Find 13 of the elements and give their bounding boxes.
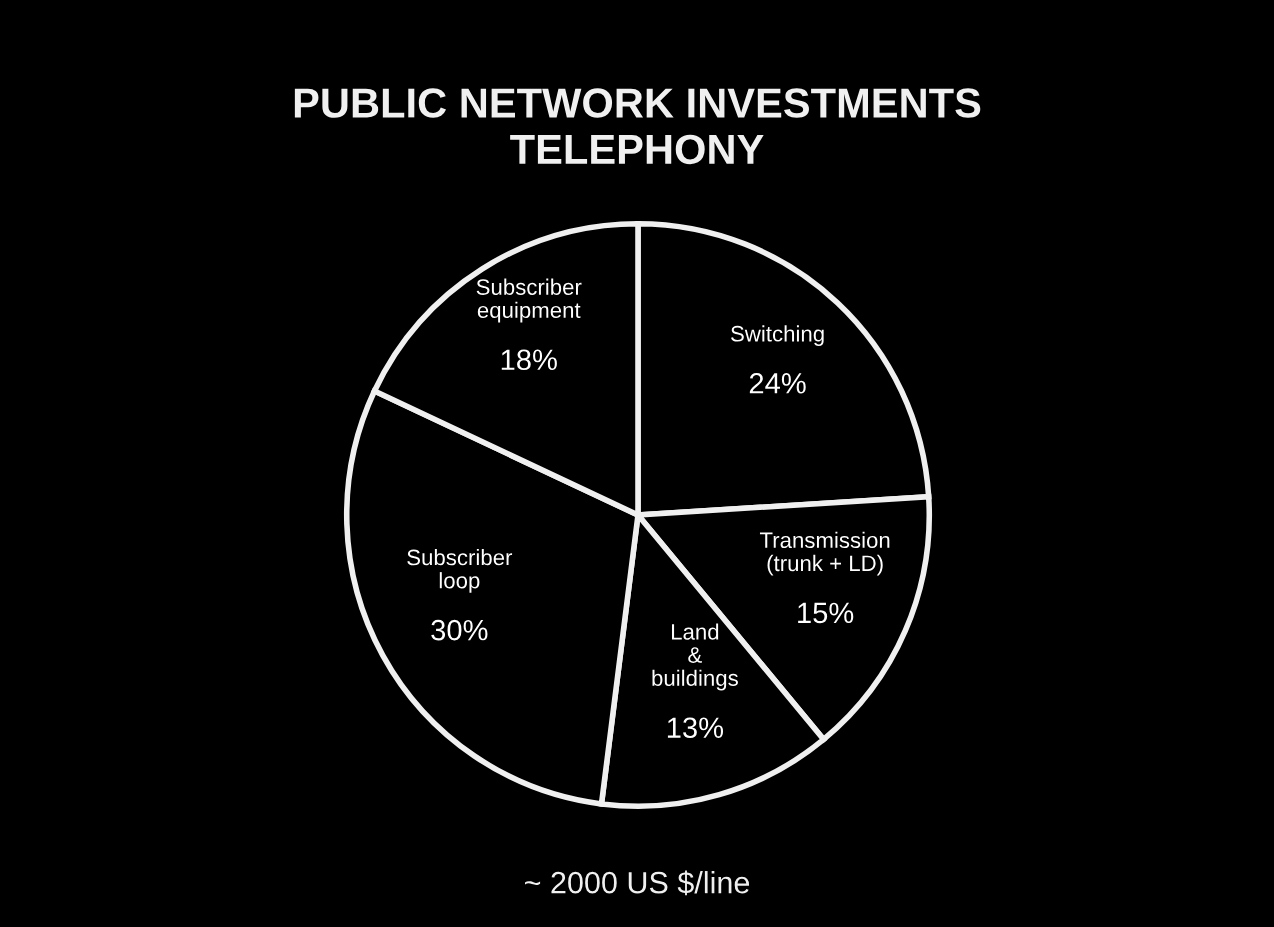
text: ~ 2000 US $/line (524, 870, 750, 896)
data-label: 24% (749, 372, 806, 394)
chart-subtitle: TELEPHONY (510, 134, 764, 165)
chart-title: PUBLIC NETWORK INVESTMENTS (294, 88, 981, 118)
slice-label: Subscriber loop (407, 548, 513, 593)
slice-label: Land & buildings (652, 623, 738, 691)
data-label: 13% (667, 717, 724, 739)
slice-label: Subscriber equipment (476, 278, 582, 323)
data-label: 30% (431, 619, 488, 641)
data-label: 15% (798, 602, 854, 624)
slice-label: Switching (731, 325, 824, 346)
slice-label: Transmission (trunk + LD) (759, 531, 890, 576)
data-label: 18% (501, 349, 557, 371)
